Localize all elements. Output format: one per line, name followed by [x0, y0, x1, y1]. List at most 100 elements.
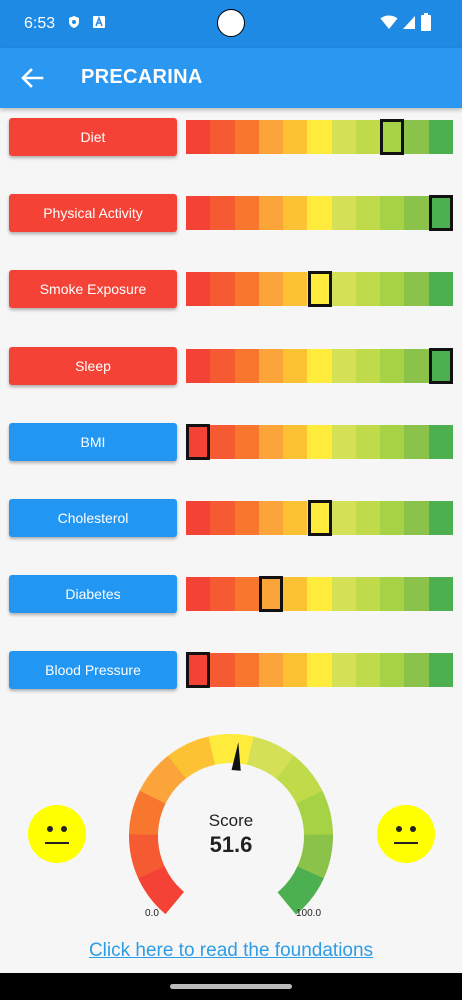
scale-cell: [307, 120, 332, 154]
gauge-max-label: 100.0: [296, 908, 322, 919]
scale-cell: [283, 501, 308, 535]
scale-cell: [186, 348, 211, 383]
metric-button[interactable]: Physical Activity: [9, 194, 177, 233]
scale-cell: [331, 501, 356, 535]
scale-cell: [186, 577, 211, 612]
scale-cell: [234, 348, 259, 383]
face-eye: [410, 826, 416, 832]
scale-cell: [258, 120, 284, 154]
scale-cell: [234, 653, 259, 688]
face-mouth: [394, 842, 418, 844]
score-value: 51.6: [209, 832, 253, 857]
scale-marker: [307, 500, 332, 536]
scale-cell: [331, 348, 356, 383]
metric-button[interactable]: Diet: [9, 118, 177, 156]
scale-cell: [210, 272, 235, 307]
scale-cell: [355, 501, 381, 535]
neutral-face-icon: [28, 805, 86, 863]
gauge-segment: [208, 734, 255, 765]
gauge-segment: [167, 736, 216, 779]
scale-cell: [307, 424, 332, 459]
face-eye: [61, 826, 67, 832]
score-label: Score: [208, 811, 254, 830]
scale-cell: [210, 120, 235, 154]
battery-icon: [421, 13, 431, 31]
scale-cell: [258, 501, 284, 535]
metric-scale: [186, 652, 453, 689]
scale-cell: [331, 653, 356, 688]
scale-cell: [186, 501, 211, 535]
scale-cell: [234, 577, 259, 612]
scale-cell: [404, 348, 429, 383]
gauge-segment: [276, 755, 323, 805]
scale-cell: [234, 501, 259, 535]
status-bar: 6:53: [0, 0, 462, 48]
scale-cell: [428, 501, 453, 535]
metric-button[interactable]: Cholesterol: [9, 499, 177, 537]
scale-marker: [258, 576, 283, 613]
scale-cell: [258, 196, 284, 231]
scale-cell: [380, 196, 405, 231]
foundations-link[interactable]: Click here to read the foundations: [88, 940, 374, 961]
scale-cell: [355, 424, 381, 459]
scale-cell: [234, 120, 259, 154]
scale-marker: [186, 423, 211, 460]
metric-button[interactable]: Blood Pressure: [9, 651, 177, 690]
scale-cell: [355, 653, 381, 688]
wifi-icon: [380, 15, 398, 29]
scale-cell: [258, 424, 284, 459]
gauge-segment: [137, 865, 185, 915]
gauge-segment: [247, 736, 295, 779]
face-mouth: [45, 842, 69, 844]
scale-cell: [404, 272, 429, 307]
metric-button[interactable]: Diabetes: [9, 575, 177, 614]
signal-icon: [403, 16, 415, 29]
scale-cell: [355, 272, 381, 307]
scale-cell: [355, 120, 381, 154]
home-gesture-handle[interactable]: [170, 984, 292, 989]
scale-cell: [258, 272, 284, 307]
metric-scale: [186, 195, 453, 232]
scale-cell: [428, 653, 453, 688]
scale-marker: [428, 347, 453, 384]
metric-button[interactable]: Smoke Exposure: [9, 270, 177, 309]
navigation-bar: [0, 973, 462, 1000]
scale-cell: [331, 577, 356, 612]
scale-cell: [210, 348, 235, 383]
scale-cell: [355, 348, 381, 383]
status-time: 6:53: [24, 15, 56, 32]
scale-cell: [283, 577, 308, 612]
scale-marker: [307, 271, 332, 308]
scale-cell: [234, 196, 259, 231]
scale-cell: [210, 653, 235, 688]
shield-icon: [69, 16, 79, 28]
metric-scale: [186, 500, 453, 536]
face-eye: [47, 826, 53, 832]
metric-scale: [186, 271, 453, 308]
scale-cell: [428, 272, 453, 307]
scale-cell: [331, 120, 356, 154]
scale-cell: [428, 120, 453, 154]
scale-cell: [380, 653, 405, 688]
gauge-needle: [231, 742, 241, 771]
scale-marker: [428, 195, 453, 232]
scale-cell: [404, 120, 429, 154]
scale-cell: [210, 196, 235, 231]
scale-cell: [234, 272, 259, 307]
scale-cell: [307, 577, 332, 612]
face-eye: [396, 826, 402, 832]
scale-cell: [404, 424, 429, 459]
metric-button[interactable]: BMI: [9, 422, 177, 461]
scale-cell: [307, 196, 332, 231]
scale-cell: [355, 196, 381, 231]
scale-cell: [404, 501, 429, 535]
metric-button[interactable]: Sleep: [9, 346, 177, 385]
scale-cell: [234, 424, 259, 459]
scale-cell: [355, 577, 381, 612]
scale-cell: [380, 348, 405, 383]
back-arrow-icon[interactable]: [14, 60, 50, 96]
camera-cutout: [217, 9, 245, 37]
scale-cell: [258, 348, 284, 383]
scale-cell: [210, 577, 235, 612]
scale-cell: [283, 348, 308, 383]
